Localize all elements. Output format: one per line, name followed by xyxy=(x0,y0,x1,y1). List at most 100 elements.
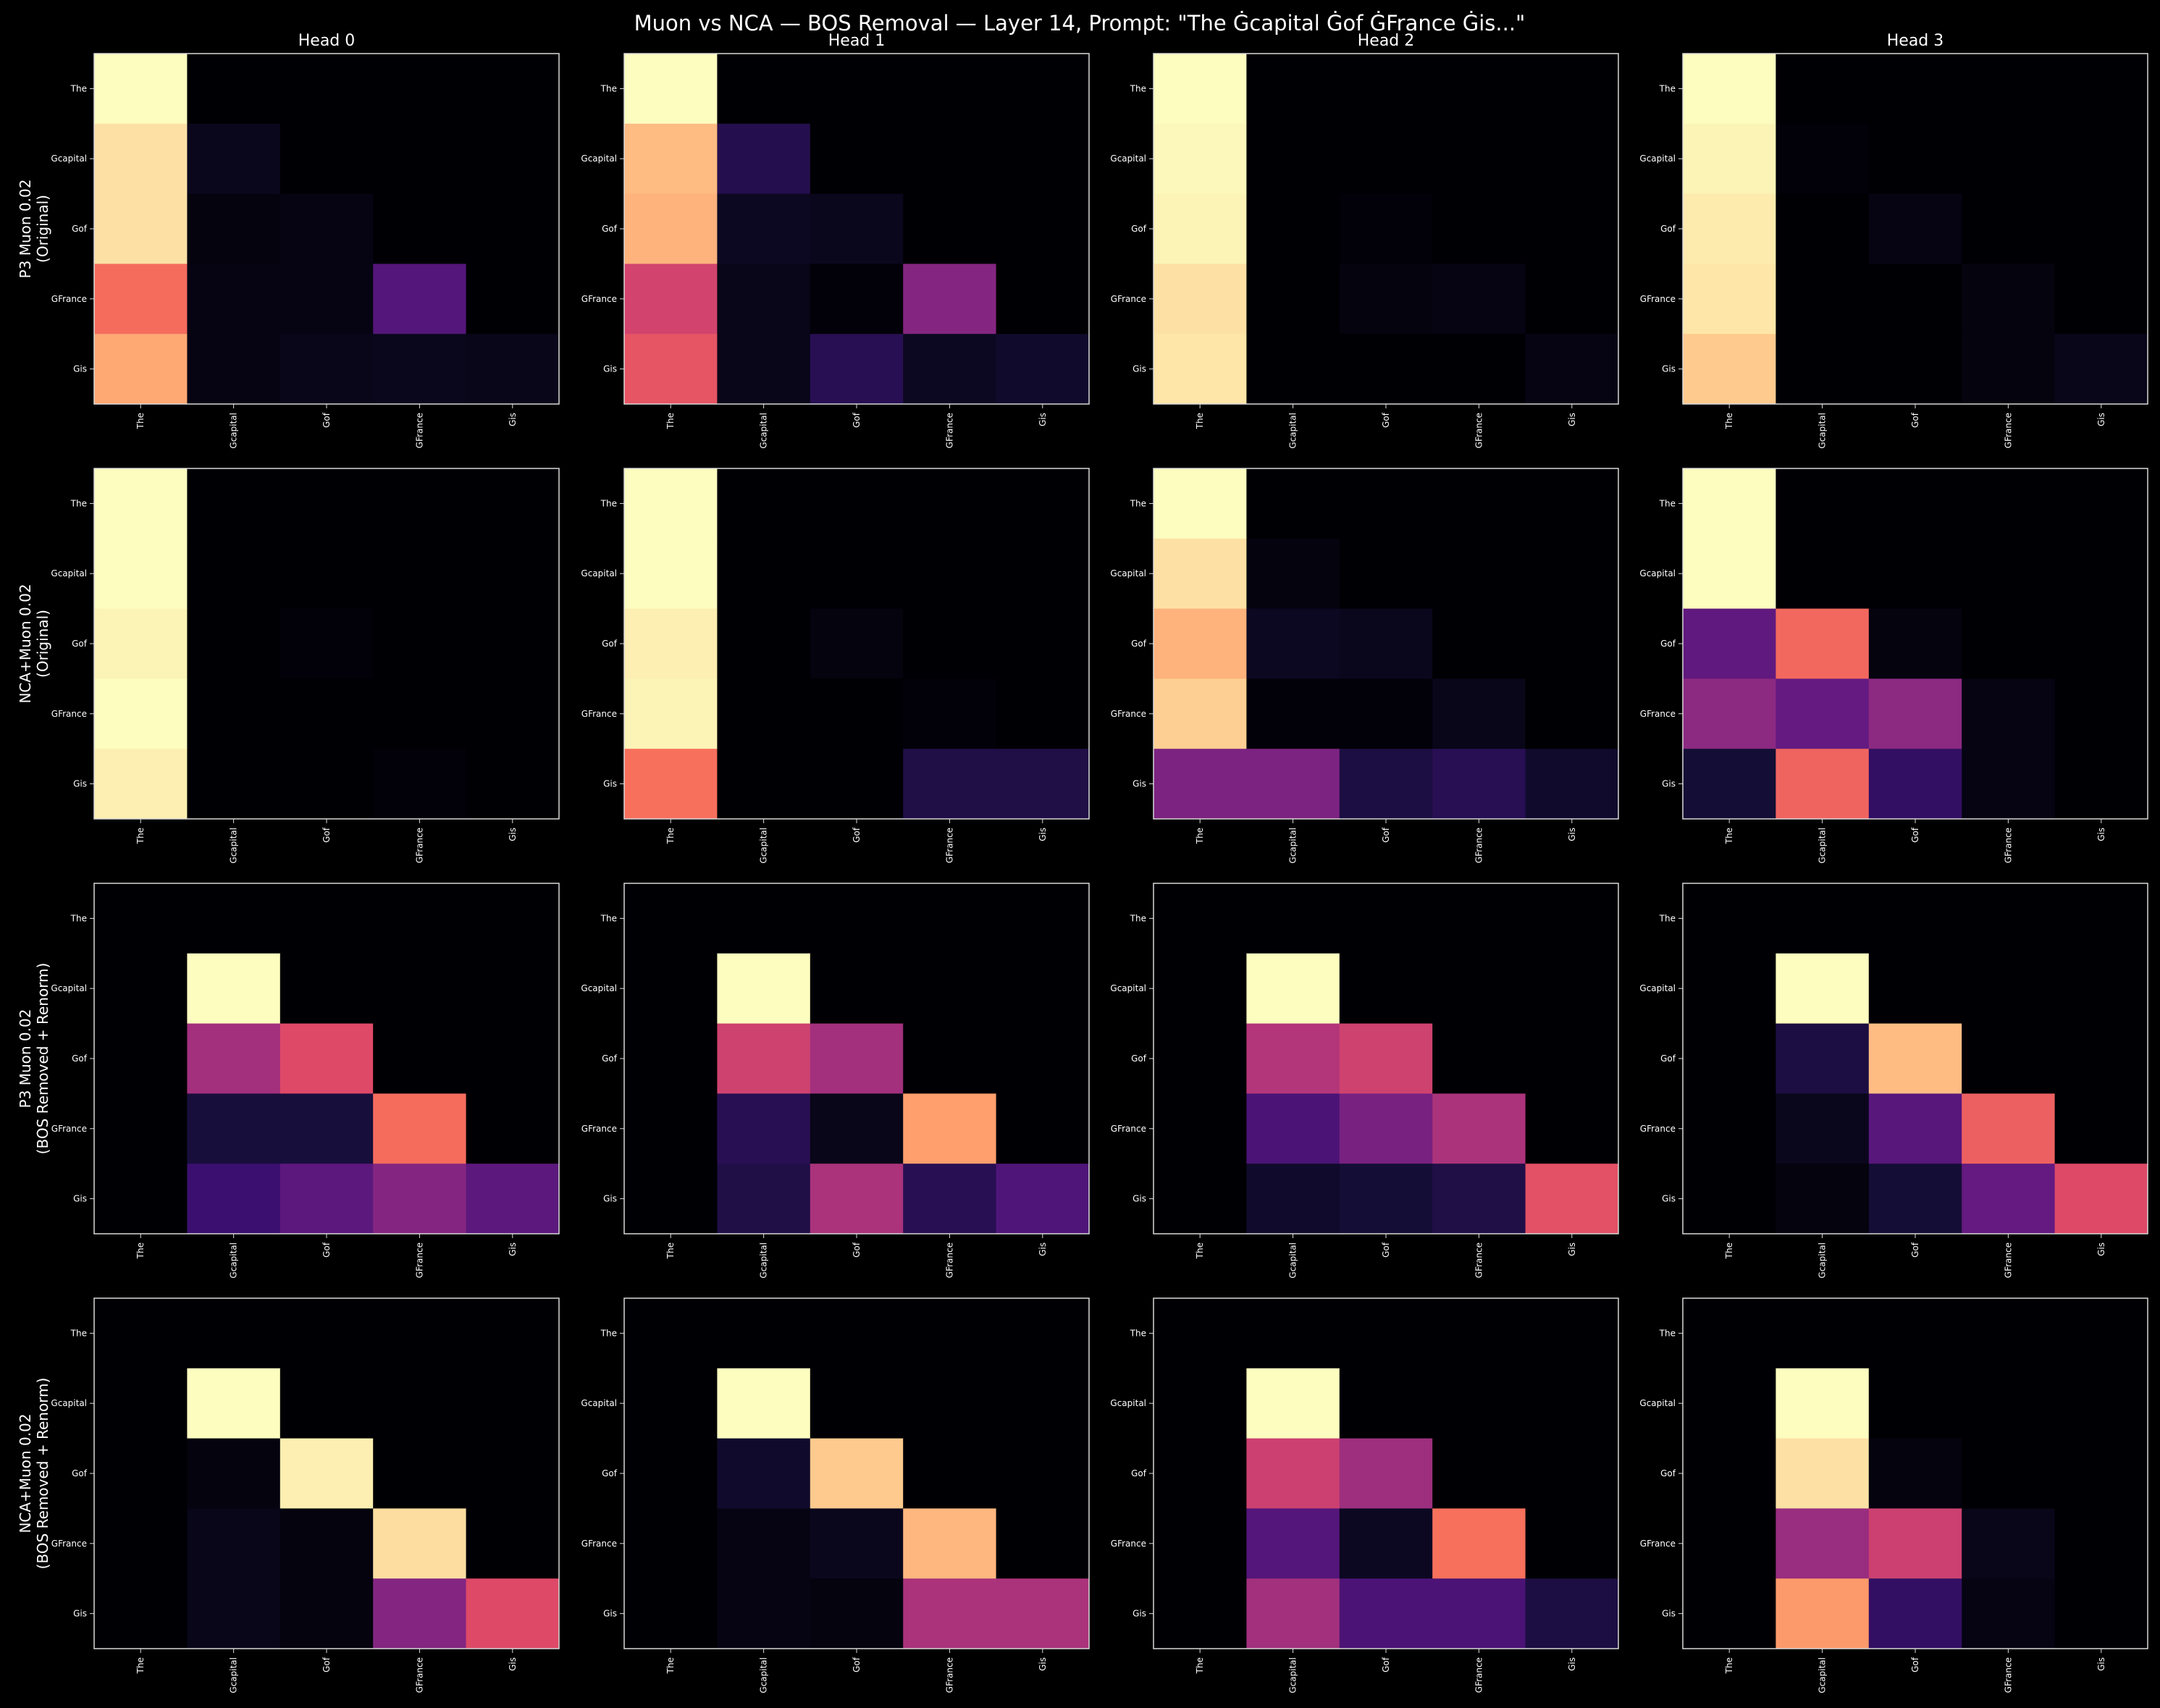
x-tick-label: The xyxy=(135,1657,146,1674)
heatmap-cell xyxy=(1246,123,1340,195)
row-label-0: P3 Muon 0.02 (Original) xyxy=(17,180,51,279)
heatmap-cell xyxy=(1246,1023,1340,1094)
heatmap-cell xyxy=(1683,749,1776,820)
y-tick-label: Gcapital xyxy=(51,153,87,164)
x-tick-label: GFrance xyxy=(2003,413,2013,448)
heatmap-cell xyxy=(624,883,718,954)
heatmap-cell xyxy=(810,1508,904,1579)
heatmap-cell xyxy=(280,749,374,820)
heatmap-cell xyxy=(996,1023,1090,1094)
heatmap-cell xyxy=(1432,1438,1526,1509)
heatmap-cell xyxy=(810,1578,904,1649)
y-tick-label: Gof xyxy=(1660,1053,1676,1064)
heatmap-cell xyxy=(2054,1578,2148,1649)
heatmap-cell xyxy=(187,608,281,679)
heatmap-cell xyxy=(1339,1093,1433,1164)
heatmap-cell xyxy=(903,1578,997,1649)
heatmap-cell xyxy=(1525,608,1619,679)
heatmap-cell xyxy=(1153,1023,1247,1094)
y-tick-label: Gis xyxy=(1132,1194,1146,1204)
heatmap-cell xyxy=(996,883,1090,954)
heatmap-cell xyxy=(1246,264,1340,335)
heatmap-cell xyxy=(2054,468,2148,539)
heatmap-cell xyxy=(717,468,811,539)
heatmap-cell xyxy=(373,1368,467,1439)
y-tick-label: Gcapital xyxy=(1110,153,1146,164)
y-tick-label: GFrance xyxy=(1111,294,1146,304)
y-tick-label: Gis xyxy=(603,1194,617,1204)
heatmap-cell xyxy=(1339,678,1433,749)
heatmap-cell xyxy=(1868,468,1962,539)
heatmap-cell xyxy=(187,1023,281,1094)
heatmap-cell xyxy=(1246,1298,1340,1369)
row-label-line: (BOS Removed + Renorm) xyxy=(34,963,51,1155)
heatmap-cell xyxy=(1525,1368,1619,1439)
heatmap-cell xyxy=(280,334,374,405)
heatmap-cell xyxy=(810,883,904,954)
heatmap-cell xyxy=(1432,264,1526,335)
heatmap-cell xyxy=(1683,1164,1776,1234)
x-tick-label: GFrance xyxy=(2003,1657,2013,1693)
y-tick-label: GFrance xyxy=(1640,709,1676,719)
heatmap-cell xyxy=(903,1023,997,1094)
y-tick-label: Gis xyxy=(1662,779,1676,789)
heatmap-cell xyxy=(466,749,560,820)
heatmap-cell xyxy=(1339,264,1433,335)
x-tick-label: Gof xyxy=(322,1657,332,1673)
y-tick-label: GFrance xyxy=(1111,1539,1146,1549)
row-label-1: NCA+Muon 0.02 (Original) xyxy=(17,584,51,703)
heatmap-cell xyxy=(2054,749,2148,820)
heatmap-cell xyxy=(1339,749,1433,820)
heatmap-cell xyxy=(1153,1508,1247,1579)
heatmap-cell xyxy=(1962,1438,2056,1509)
heatmap-cell xyxy=(2054,1164,2148,1234)
x-tick-label: The xyxy=(1724,413,1734,429)
column-title-head-3: Head 3 xyxy=(1887,32,1944,50)
y-tick-label: Gcapital xyxy=(1639,568,1676,579)
x-tick-label: The xyxy=(1724,1242,1734,1259)
heatmap-cell xyxy=(1683,193,1776,264)
heatmap-cell xyxy=(1432,608,1526,679)
y-tick-label: The xyxy=(1130,1328,1146,1338)
y-tick-label: The xyxy=(1130,913,1146,923)
x-tick-label: Gis xyxy=(508,828,518,841)
heatmap-cell xyxy=(1868,54,1962,125)
heatmap-cell xyxy=(373,749,467,820)
y-tick-label: Gcapital xyxy=(1110,1398,1146,1408)
y-tick-label: Gis xyxy=(1132,1609,1146,1619)
y-tick-label: GFrance xyxy=(581,294,617,304)
heatmap-cell xyxy=(1525,193,1619,264)
heatmap-cell xyxy=(1339,608,1433,679)
heatmap-cell xyxy=(1868,123,1962,195)
heatmap-cell xyxy=(1153,334,1247,405)
y-tick-label: Gis xyxy=(603,364,617,374)
y-tick-label: GFrance xyxy=(1640,294,1676,304)
heatmap-cell xyxy=(717,883,811,954)
heatmap-panel-row1-head1: The Gcapital Gof GFrance Gis The Gcapital Gof GF… xyxy=(581,468,1090,864)
y-tick-label: GFrance xyxy=(1640,1124,1676,1134)
heatmap-cell xyxy=(810,193,904,264)
heatmap-cell xyxy=(1868,193,1962,264)
heatmap-cell xyxy=(1153,1093,1247,1164)
y-tick-label: Gcapital xyxy=(1110,983,1146,993)
heatmap-cell xyxy=(1868,334,1962,405)
x-tick-label: Gis xyxy=(508,413,518,426)
row-label-line: NCA+Muon 0.02 xyxy=(17,584,34,703)
heatmap-cell xyxy=(1339,538,1433,610)
y-tick-label: Gof xyxy=(1660,224,1676,234)
heatmap-cell xyxy=(1683,1508,1776,1579)
heatmap-cell xyxy=(466,1093,560,1164)
x-tick-label: Gis xyxy=(1567,1657,1577,1671)
x-tick-label: Gof xyxy=(1910,1657,1920,1673)
heatmap-cell xyxy=(94,1578,188,1649)
heatmap-cell xyxy=(1525,1164,1619,1234)
heatmap-cell xyxy=(1683,1023,1776,1094)
heatmap-cell xyxy=(94,608,188,679)
heatmap-cell xyxy=(1962,1578,2056,1649)
heatmap-cell xyxy=(996,1508,1090,1579)
heatmap-cell xyxy=(373,193,467,264)
y-tick-label: Gof xyxy=(72,224,88,234)
heatmap-panel-row0-head1: The Gcapital Gof GFrance Gis The Gcapital Gof GF… xyxy=(581,53,1090,449)
row-label-line: P3 Muon 0.02 xyxy=(17,180,34,279)
heatmap-cell xyxy=(94,1023,188,1094)
